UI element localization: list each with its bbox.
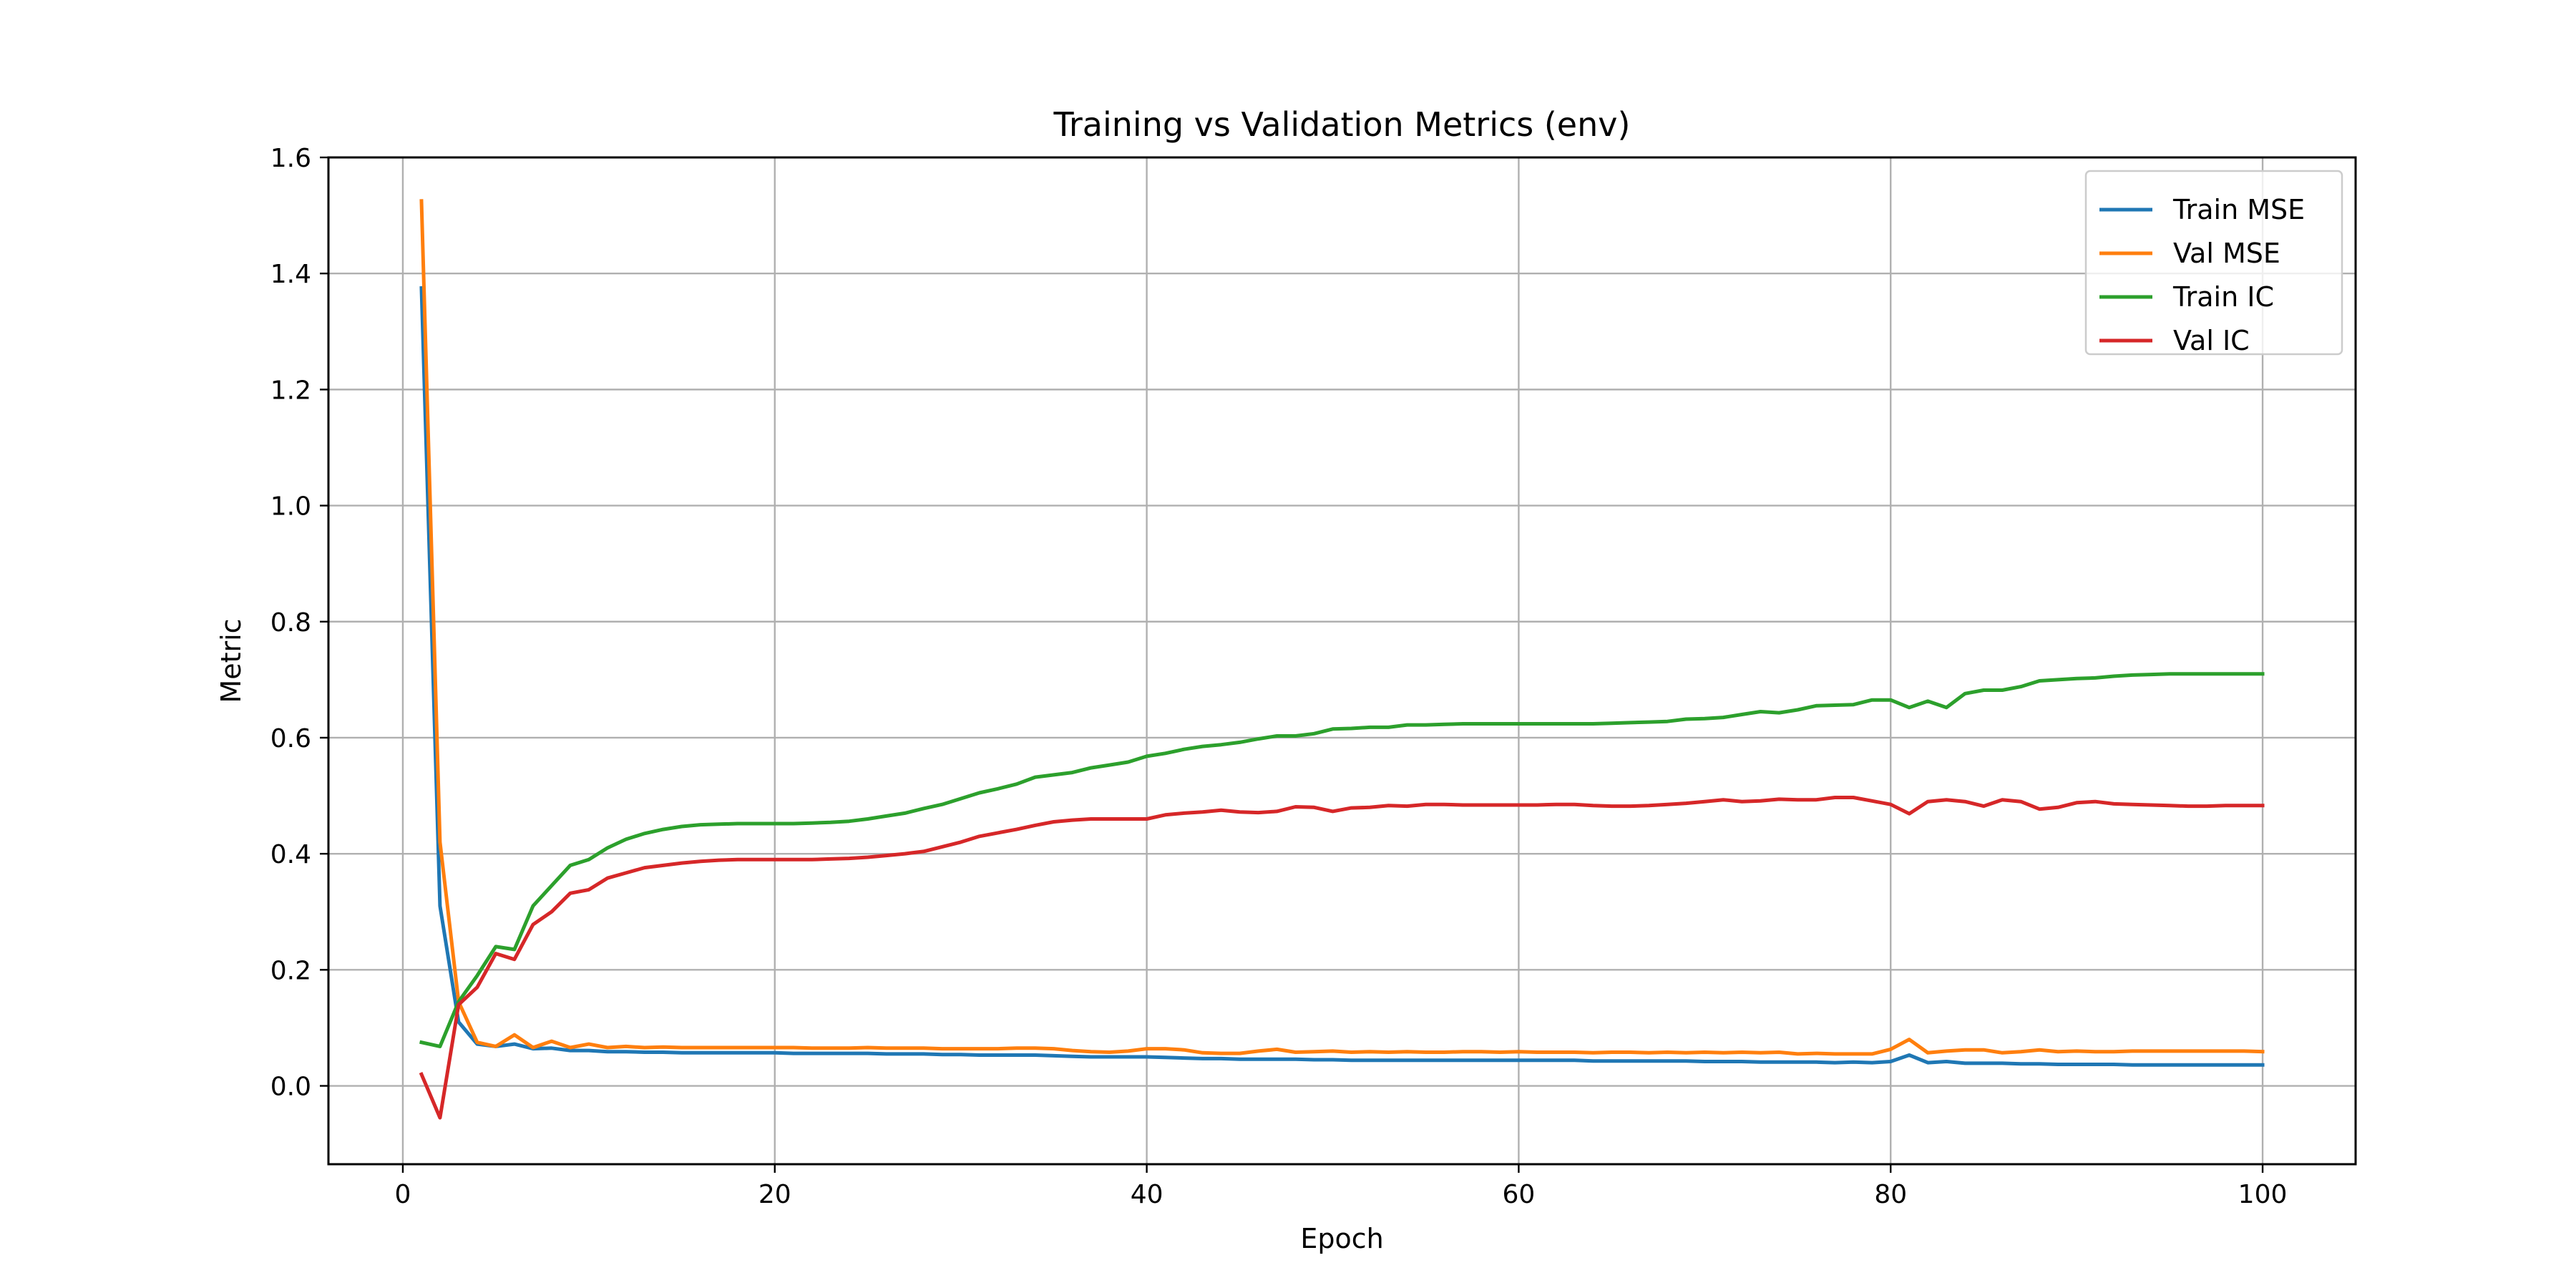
legend: Train MSE Val MSE Train IC Val IC <box>2084 170 2343 356</box>
x-tick-label: 40 <box>1131 1180 1163 1209</box>
y-tick-label: 0.4 <box>270 840 311 869</box>
series-lines <box>419 199 2265 1120</box>
legend-label-train-ic: Train IC <box>2172 281 2274 313</box>
series-line-val-mse <box>419 199 2265 1056</box>
x-tick-label: 80 <box>1874 1180 1907 1209</box>
y-tick-label: 1.2 <box>270 376 311 405</box>
y-axis-title: Metric <box>215 618 247 703</box>
y-tick-label: 0.8 <box>270 608 311 638</box>
y-tick-label: 0.2 <box>270 956 311 985</box>
series-line-train-ic <box>419 672 2265 1048</box>
y-tick-label: 1.0 <box>270 492 311 522</box>
series-line-train-mse <box>419 286 2265 1067</box>
legend-label-val-ic: Val IC <box>2173 325 2250 356</box>
x-tick-label: 20 <box>758 1180 791 1209</box>
chart-title: Training vs Validation Metrics (env) <box>1053 105 1631 144</box>
y-axis-ticks: 0.0 0.2 0.4 0.6 0.8 1.0 1.2 1.4 1.6 <box>270 144 328 1102</box>
y-tick-label: 1.4 <box>270 260 311 289</box>
y-tick-label: 0.6 <box>270 724 311 753</box>
plot-frame <box>327 156 2357 1166</box>
y-tick-label: 0.0 <box>270 1073 311 1102</box>
legend-label-val-mse: Val MSE <box>2173 238 2280 269</box>
grid <box>328 156 2356 1164</box>
legend-label-train-mse: Train MSE <box>2172 194 2305 225</box>
series-line-val-ic <box>419 796 2265 1120</box>
x-axis-title: Epoch <box>1300 1223 1383 1254</box>
y-tick-label: 1.6 <box>270 144 311 173</box>
x-tick-label: 100 <box>2238 1180 2288 1209</box>
x-tick-label: 0 <box>395 1180 411 1209</box>
x-axis-ticks: 0 20 40 60 80 100 <box>395 1164 2288 1209</box>
x-tick-label: 60 <box>1503 1180 1536 1209</box>
legend-box <box>2084 170 2343 356</box>
